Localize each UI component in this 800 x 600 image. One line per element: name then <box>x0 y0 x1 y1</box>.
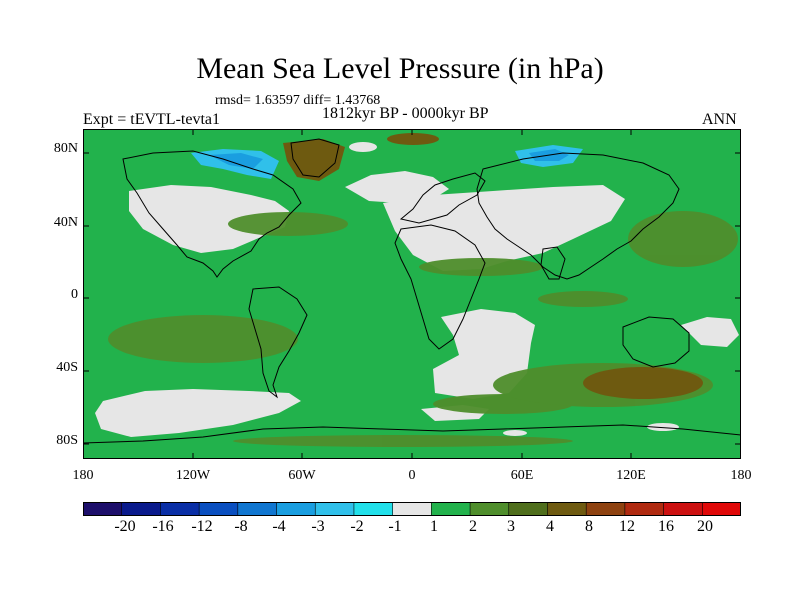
season-label: ANN <box>702 111 737 128</box>
colorbar-label: 16 <box>658 518 674 535</box>
indian-subcontinent-coast <box>540 246 566 280</box>
southern-ocean-patch <box>503 430 527 436</box>
colorbar-box <box>431 502 471 516</box>
south-pacific-region <box>95 389 301 437</box>
eurasia-band <box>419 258 543 276</box>
colorbar-label: -4 <box>272 518 286 535</box>
colorbar-label: 3 <box>507 518 515 535</box>
colorbar-boxes <box>83 502 741 516</box>
colorbar-box <box>121 502 162 516</box>
colorbar-box <box>663 502 704 516</box>
australia-coast <box>622 316 690 368</box>
colorbar-label: 2 <box>469 518 477 535</box>
lon-label-0: 0 <box>408 468 416 483</box>
colorbar-box <box>392 502 433 516</box>
colorbar-box <box>237 502 278 516</box>
lat-label-40n: 40N <box>53 215 78 230</box>
africa-coast <box>394 224 486 350</box>
experiment-label: Expt = tEVTL-tevta1 <box>83 111 220 128</box>
colorbar-label: -16 <box>152 518 174 535</box>
colorbar-label: -3 <box>311 518 325 535</box>
colorbar-box <box>160 502 200 516</box>
australia-high <box>583 367 703 399</box>
map-ticks <box>83 129 741 459</box>
colorbar-label: -8 <box>234 518 248 535</box>
colorbar-box <box>585 502 626 516</box>
asia-coast <box>476 152 680 280</box>
indian-ocean-band <box>538 291 628 307</box>
colorbar-box <box>547 502 587 516</box>
lon-label-180w: 180 <box>72 468 94 483</box>
arctic-canada-core <box>209 153 263 169</box>
colorbar-label: 1 <box>430 518 438 535</box>
colorbar-box <box>276 502 317 516</box>
colorbar-label: 20 <box>697 518 713 535</box>
period-subtitle: 1812kyr BP - 0000kyr BP <box>322 105 489 122</box>
australia-region <box>681 317 739 347</box>
pressure-difference-map <box>83 129 741 459</box>
eurasia-africa-region <box>383 185 625 271</box>
lat-label-80n: 80N <box>53 141 78 156</box>
near-zero-regions <box>95 142 739 437</box>
north-pacific-band <box>228 212 348 236</box>
lat-label-80s: 80S <box>56 433 78 448</box>
positive-4-8-regions <box>283 133 703 399</box>
lat-label-0: 0 <box>71 287 78 302</box>
arctic-high <box>387 133 439 145</box>
europe-coast <box>399 172 486 224</box>
colorbar-label: 12 <box>619 518 635 535</box>
lon-label-60e: 60E <box>510 468 534 483</box>
colorbar-box <box>508 502 549 516</box>
colorbar-box <box>198 502 239 516</box>
colorbar-label: 4 <box>546 518 554 535</box>
lat-label-40s: 40S <box>56 360 78 375</box>
arctic-patch <box>349 142 377 152</box>
colorbar-frame <box>83 502 741 516</box>
greenland-coast <box>290 138 340 178</box>
colorbar <box>83 502 741 516</box>
colorbar-label: 8 <box>585 518 593 535</box>
antarctic-band <box>233 435 573 447</box>
colorbar-label: -12 <box>191 518 213 535</box>
greenland-high <box>283 139 345 181</box>
colorbar-label: -20 <box>114 518 136 535</box>
colorbar-box <box>314 502 355 516</box>
colorbar-box <box>701 502 741 516</box>
central-pacific-band <box>108 315 298 363</box>
colorbar-label: -1 <box>388 518 402 535</box>
colorbar-box <box>353 502 394 516</box>
lon-label-120w: 120W <box>175 468 211 483</box>
antarctic-patch <box>647 423 679 431</box>
lon-label-120e: 120E <box>616 468 646 483</box>
south-america-coast <box>248 286 308 399</box>
north-america-coast <box>122 150 302 278</box>
plot-title: Mean Sea Level Pressure (in hPa) <box>196 52 604 85</box>
coastlines <box>83 138 741 444</box>
colorbar-box <box>469 502 510 516</box>
colorbar-box <box>624 502 665 516</box>
colorbar-box <box>83 502 123 516</box>
west-pacific-band <box>628 211 738 267</box>
lon-label-60w: 60W <box>288 468 316 483</box>
antarctica-coast <box>83 424 741 444</box>
colorbar-label: -2 <box>350 518 364 535</box>
stats-subtitle: rmsd= 1.63597 diff= 1.43768 <box>215 93 381 108</box>
lon-label-180e: 180 <box>730 468 752 483</box>
